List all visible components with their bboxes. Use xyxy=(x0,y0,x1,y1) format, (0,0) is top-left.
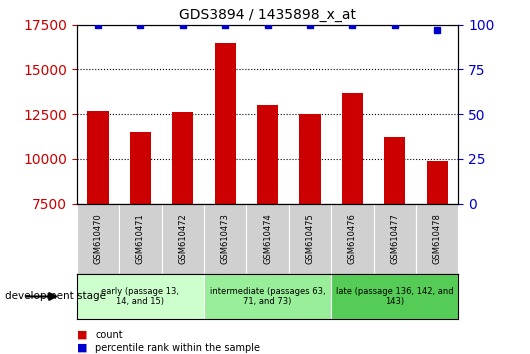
Bar xyxy=(374,204,416,274)
Bar xyxy=(77,204,119,274)
Text: GSM610470: GSM610470 xyxy=(94,213,102,264)
Bar xyxy=(215,42,236,204)
Bar xyxy=(246,204,289,274)
Text: count: count xyxy=(95,330,123,339)
Bar xyxy=(289,204,331,274)
Bar xyxy=(77,274,204,319)
Text: GSM610473: GSM610473 xyxy=(221,213,229,264)
Text: GSM610474: GSM610474 xyxy=(263,213,272,264)
Bar xyxy=(299,114,321,204)
Text: GSM610477: GSM610477 xyxy=(391,213,399,264)
Text: intermediate (passages 63,
71, and 73): intermediate (passages 63, 71, and 73) xyxy=(210,287,325,306)
Bar xyxy=(204,204,246,274)
Bar xyxy=(427,161,448,204)
Bar xyxy=(331,274,458,319)
Bar xyxy=(384,137,405,204)
Bar xyxy=(331,204,374,274)
Text: percentile rank within the sample: percentile rank within the sample xyxy=(95,343,260,353)
Bar xyxy=(342,93,363,204)
Text: GSM610471: GSM610471 xyxy=(136,213,145,264)
Bar xyxy=(204,274,331,319)
Text: GSM610476: GSM610476 xyxy=(348,213,357,264)
Text: GSM610475: GSM610475 xyxy=(306,213,314,264)
Text: ■: ■ xyxy=(77,330,87,339)
Bar xyxy=(130,132,151,204)
Text: GSM610478: GSM610478 xyxy=(433,213,441,264)
Text: ■: ■ xyxy=(77,343,87,353)
Text: early (passage 13,
14, and 15): early (passage 13, 14, and 15) xyxy=(101,287,180,306)
Text: late (passage 136, 142, and
143): late (passage 136, 142, and 143) xyxy=(336,287,454,306)
Title: GDS3894 / 1435898_x_at: GDS3894 / 1435898_x_at xyxy=(179,8,356,22)
Bar xyxy=(162,204,204,274)
Bar xyxy=(416,204,458,274)
Text: development stage: development stage xyxy=(5,291,107,302)
Bar xyxy=(119,204,162,274)
Text: GSM610472: GSM610472 xyxy=(179,213,187,264)
Bar xyxy=(257,105,278,204)
Bar xyxy=(172,112,193,204)
Bar xyxy=(87,110,109,204)
